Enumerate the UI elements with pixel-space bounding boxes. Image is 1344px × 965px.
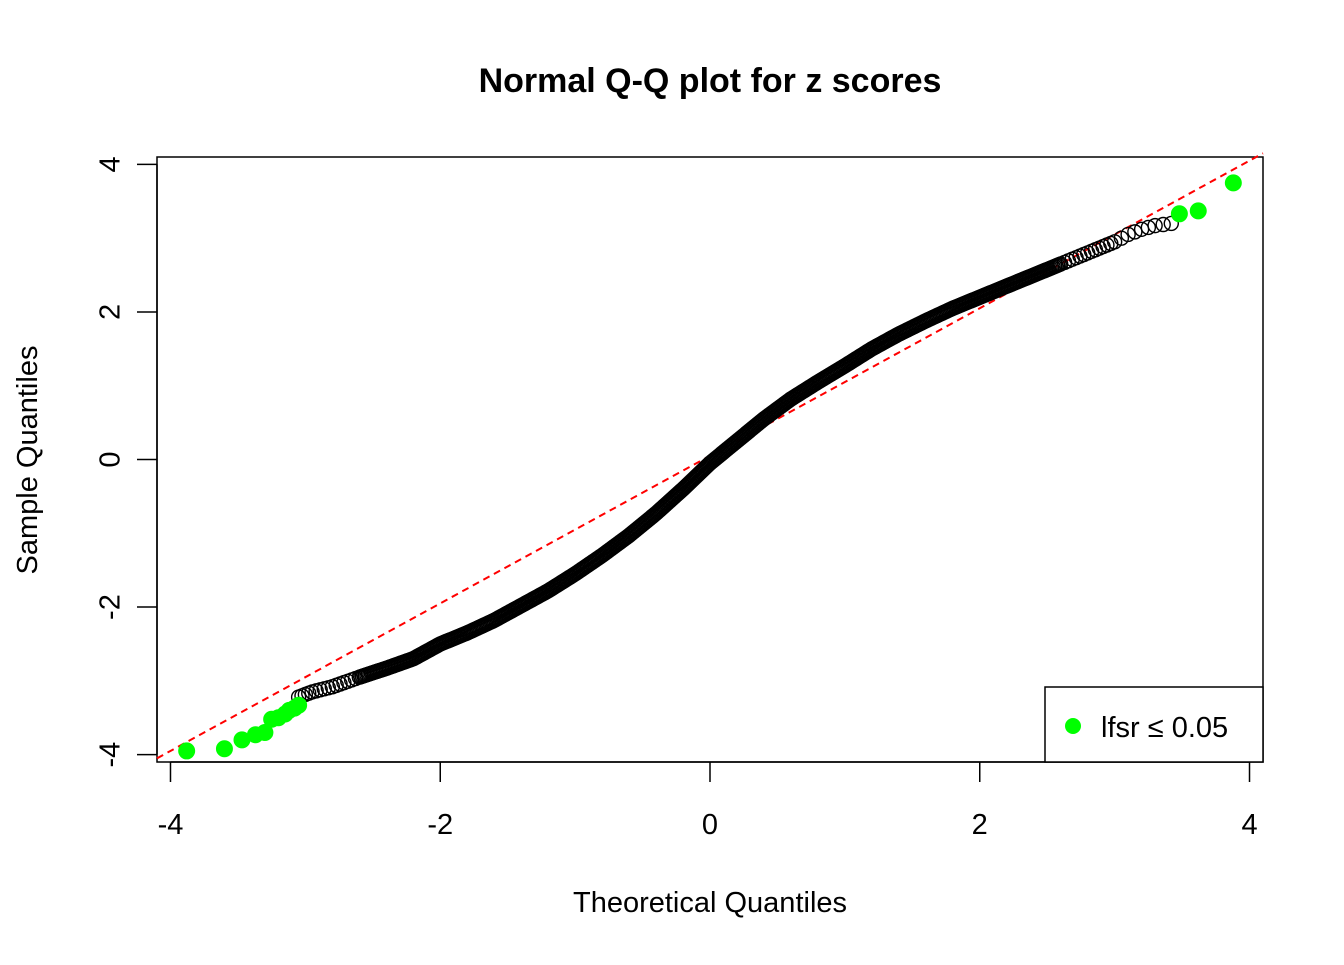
x-tick-label: 0 (702, 809, 718, 841)
legend: lfsr ≤ 0.05 (1044, 686, 1264, 763)
sample-point (1140, 219, 1157, 236)
x-axis: -4 -2 0 2 4 (158, 761, 1258, 841)
lfsr-point (215, 740, 233, 758)
y-axis: -4 -2 0 2 4 (95, 156, 158, 768)
lfsr-point (178, 742, 196, 760)
x-tick-label: 4 (1241, 809, 1257, 841)
legend-box (1044, 686, 1264, 763)
x-tick-label: 2 (972, 809, 988, 841)
y-tick-label: 4 (95, 156, 127, 172)
y-axis-label: Sample Quantiles (12, 346, 44, 575)
x-axis-label: Theoretical Quantiles (573, 887, 847, 919)
chart-title: Normal Q-Q plot for z scores (479, 62, 942, 100)
lfsr-point (1224, 174, 1242, 192)
sample-point (1155, 216, 1171, 233)
y-tick-label: 0 (95, 451, 127, 467)
sample-quantile-points (290, 215, 1179, 705)
legend-symbol-green-dot (1065, 718, 1081, 734)
sample-point (1120, 226, 1136, 243)
lfsr-points (178, 174, 1242, 760)
y-tick-label: 2 (95, 304, 127, 320)
sample-point (1147, 217, 1163, 234)
lfsr-point (256, 723, 274, 741)
sample-point (1127, 224, 1143, 240)
legend-label: lfsr ≤ 0.05 (1101, 712, 1228, 744)
lfsr-point (1189, 202, 1207, 220)
x-tick-label: -2 (427, 809, 453, 841)
lfsr-point (1170, 205, 1188, 223)
y-tick-label: -2 (95, 594, 127, 620)
x-tick-label: -4 (158, 809, 184, 841)
y-tick-label: -4 (95, 742, 127, 768)
lfsr-point (290, 696, 308, 714)
